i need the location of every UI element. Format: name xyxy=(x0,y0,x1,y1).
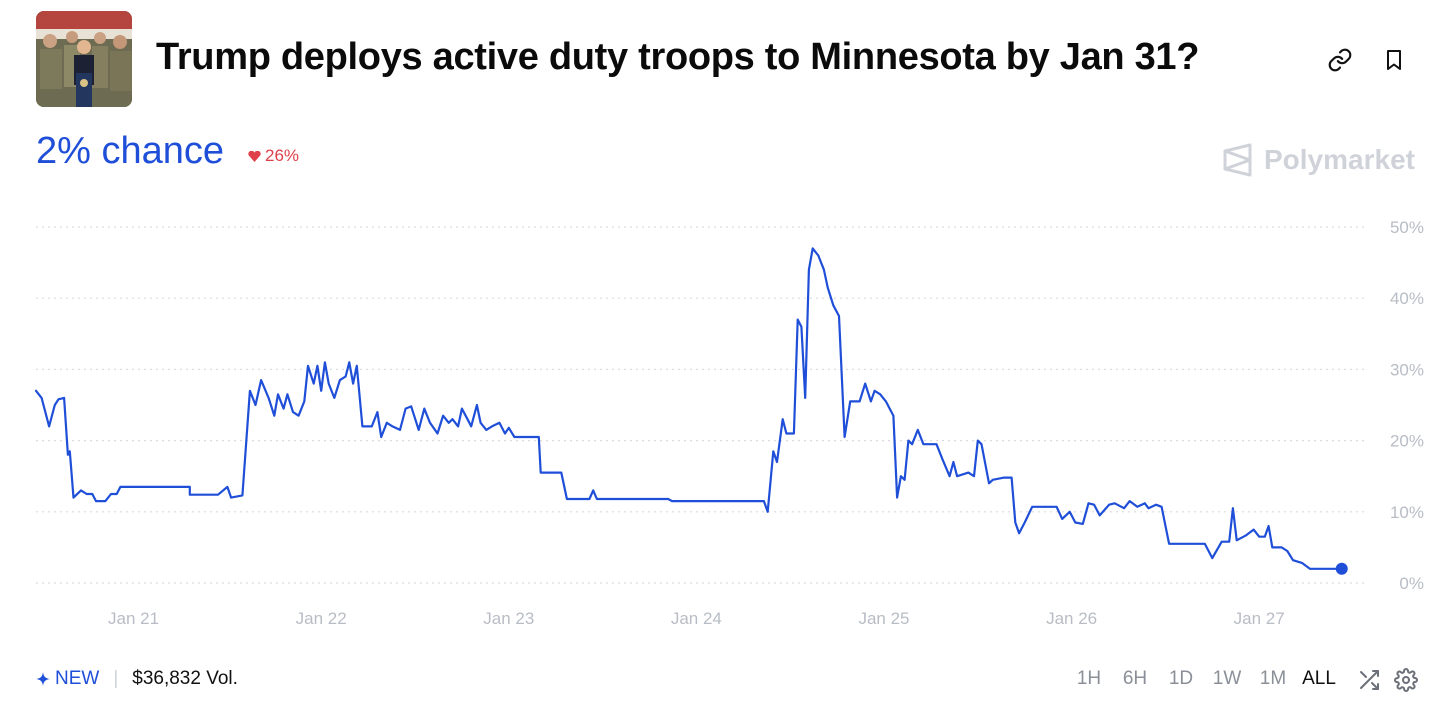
y-tick-label: 40% xyxy=(1390,289,1424,308)
x-axis-ticks: Jan 21 Jan 22 Jan 23 Jan 24 Jan 25 Jan 26 Jan … xyxy=(108,609,1285,628)
market-photo xyxy=(36,11,132,107)
x-tick-label: Jan 24 xyxy=(671,609,722,628)
footer-divider: | xyxy=(113,668,119,689)
y-tick-label: 20% xyxy=(1390,432,1424,451)
market-thumbnail xyxy=(36,11,132,107)
shuffle-button[interactable] xyxy=(1355,666,1383,694)
bookmark-icon xyxy=(1387,50,1401,70)
new-badge[interactable]: NEW xyxy=(36,668,99,690)
x-tick-label: Jan 23 xyxy=(483,609,534,628)
brand-watermark: Polymarket xyxy=(1222,143,1415,177)
series-line xyxy=(34,247,1343,570)
price-chart: 0%10%20%30%40%50% Jan 21 Jan 22 Jan 23 Jan … xyxy=(34,218,1424,628)
change-value: 26% xyxy=(265,146,300,165)
y-axis-ticks: 0% 10% 20% 30% 40% 50% xyxy=(1390,218,1424,593)
range-1d[interactable]: 1D xyxy=(1168,668,1194,689)
range-all[interactable]: ALL xyxy=(1302,668,1336,689)
chart-grid xyxy=(36,226,1368,584)
market-footer: NEW | $36,832 Vol. xyxy=(36,668,238,690)
volume-label: $36,832 Vol. xyxy=(132,668,238,689)
change-indicator: 26% xyxy=(248,146,299,166)
polymarket-logo-icon xyxy=(1223,143,1252,177)
y-tick-label: 10% xyxy=(1390,503,1424,522)
chance-label: 2% chance xyxy=(36,130,225,172)
range-1m[interactable]: 1M xyxy=(1259,668,1287,689)
copy-link-button[interactable] xyxy=(1324,44,1356,76)
x-tick-label: Jan 25 xyxy=(858,609,909,628)
new-label: NEW xyxy=(55,668,100,689)
brand-name: Polymarket xyxy=(1264,144,1415,175)
range-1w[interactable]: 1W xyxy=(1212,668,1242,689)
gear-icon xyxy=(1394,668,1418,692)
settings-button[interactable] xyxy=(1392,666,1420,694)
bookmark-button[interactable] xyxy=(1378,44,1410,76)
x-tick-label: Jan 27 xyxy=(1234,609,1285,628)
sparkle-icon xyxy=(36,672,50,686)
heart-down-icon xyxy=(248,150,261,162)
range-1h[interactable]: 1H xyxy=(1076,668,1102,689)
y-tick-label: 50% xyxy=(1390,218,1424,237)
last-value-marker xyxy=(1335,562,1348,575)
link-icon xyxy=(1328,48,1352,72)
x-tick-label: Jan 22 xyxy=(296,609,347,628)
x-tick-label: Jan 21 xyxy=(108,609,159,628)
market-title: Trump deploys active duty troops to Minn… xyxy=(156,36,1200,78)
y-tick-label: 30% xyxy=(1390,360,1424,379)
y-tick-label: 0% xyxy=(1399,574,1424,593)
range-6h[interactable]: 6H xyxy=(1122,668,1148,689)
time-range-selector: 1H 6H 1D 1W 1M ALL xyxy=(1066,668,1342,690)
shuffle-icon xyxy=(1360,670,1379,690)
chart-series xyxy=(34,247,1348,575)
x-tick-label: Jan 26 xyxy=(1046,609,1097,628)
